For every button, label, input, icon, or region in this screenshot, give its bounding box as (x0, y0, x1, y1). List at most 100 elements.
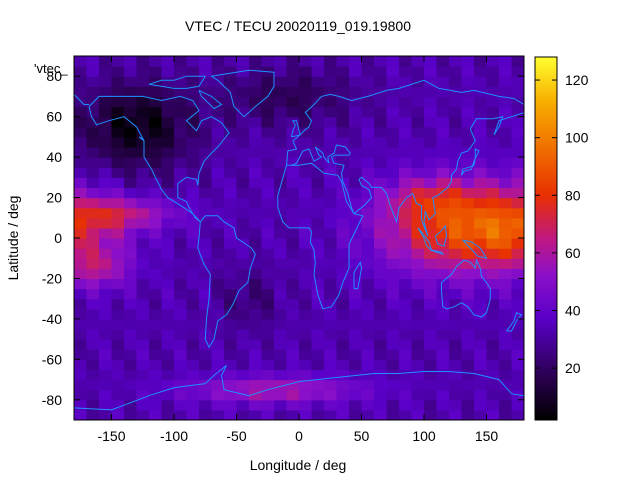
heatmap-cell (136, 258, 150, 269)
heatmap-cell (199, 96, 213, 108)
heatmap-cell (99, 339, 113, 350)
heatmap-cell (249, 389, 263, 401)
heatmap-cell (299, 197, 313, 209)
heatmap-cell (449, 167, 463, 178)
heatmap-cell (74, 399, 88, 411)
heatmap-cell (436, 288, 450, 300)
coastline (286, 79, 524, 166)
heatmap-cell (149, 379, 163, 391)
heatmap-cell (99, 329, 113, 340)
heatmap-cell (74, 339, 88, 350)
heatmap-cell (261, 379, 275, 391)
heatmap-cell (74, 136, 88, 148)
heatmap-cell (486, 227, 500, 239)
colorbar-tick-label: 60 (565, 245, 581, 261)
heatmap-cell (274, 329, 288, 340)
heatmap-cell (324, 197, 338, 209)
heatmap-cell (161, 167, 175, 178)
heatmap-cell (424, 258, 438, 269)
heatmap-cell (499, 238, 513, 249)
heatmap-cell (386, 167, 400, 178)
heatmap-cell (224, 409, 238, 420)
heatmap-cell (511, 248, 524, 259)
heatmap-cell (111, 258, 125, 269)
heatmap-cell (174, 268, 188, 280)
heatmap-cell (161, 349, 175, 360)
heatmap-cell (186, 268, 200, 280)
heatmap-cell (74, 409, 88, 420)
heatmap-cell (474, 187, 488, 199)
heatmap-cell (86, 349, 100, 360)
heatmap-cell (461, 76, 475, 87)
heatmap-cell (324, 126, 338, 138)
heatmap-cell (149, 268, 163, 280)
heatmap-cell (249, 329, 263, 340)
heatmap-cell (361, 308, 375, 320)
heatmap-cell (461, 399, 475, 411)
heatmap-cell (386, 227, 400, 239)
heatmap-cell (449, 116, 463, 128)
heatmap-cell (211, 177, 225, 189)
heatmap-cell (199, 76, 213, 87)
heatmap-cell (449, 66, 463, 77)
heatmap-cell (386, 197, 400, 209)
heatmap-cell (211, 258, 225, 269)
heatmap-cell (149, 147, 163, 158)
heatmap-cell (274, 56, 288, 67)
heatmap-cell (386, 96, 400, 108)
heatmap-cell (324, 207, 338, 219)
heatmap-cell (336, 268, 350, 280)
heatmap-cell (486, 248, 500, 259)
heatmap-cell (486, 238, 500, 249)
heatmap-cell (486, 278, 500, 290)
heatmap-cell (311, 339, 325, 350)
heatmap-cell (361, 379, 375, 391)
heatmap-cell (274, 187, 288, 199)
heatmap-cell (311, 308, 325, 320)
heatmap-cell (449, 389, 463, 401)
heatmap-cell (224, 167, 238, 178)
heatmap-cell (299, 288, 313, 300)
coastline (434, 224, 448, 247)
heatmap-cell (311, 126, 325, 138)
heatmap-cell (474, 197, 488, 209)
heatmap-cell (349, 227, 363, 239)
heatmap-cell (374, 76, 388, 87)
heatmap-cell (286, 288, 300, 300)
heatmap-cell (361, 298, 375, 310)
heatmap-cell (199, 167, 213, 178)
heatmap-cell (386, 389, 400, 401)
heatmap-cell (86, 399, 100, 411)
heatmap-cell (361, 238, 375, 249)
heatmap-cell (436, 126, 450, 138)
heatmap-cell (299, 349, 313, 360)
heatmap-cell (274, 278, 288, 290)
x-tick-label: -150 (97, 428, 125, 444)
heatmap-cell (374, 66, 388, 77)
heatmap-cell (436, 217, 450, 229)
heatmap-cell (161, 258, 175, 269)
heatmap-cell (86, 369, 100, 381)
heatmap-cell (86, 238, 100, 249)
heatmap-cell (136, 399, 150, 411)
heatmap-cell (136, 66, 150, 77)
heatmap-cell (111, 217, 125, 229)
heatmap-cell (149, 238, 163, 249)
heatmap-cell (74, 278, 88, 290)
heatmap-cell (311, 379, 325, 391)
heatmap-cell (236, 106, 250, 118)
colorbar-tick-label: 120 (565, 72, 589, 88)
key-label: 'vtec_ (34, 61, 68, 76)
heatmap-cell (486, 339, 500, 350)
heatmap-cell (74, 167, 88, 178)
heatmap-cell (249, 278, 263, 290)
heatmap-cell (311, 258, 325, 269)
heatmap-cell (199, 66, 213, 77)
y-tick-label: 80 (46, 68, 62, 84)
heatmap-cell (224, 157, 238, 168)
heatmap-cell (111, 238, 125, 249)
heatmap-cell (411, 409, 425, 420)
heatmap-cell (461, 278, 475, 290)
heatmap-cell (149, 308, 163, 320)
